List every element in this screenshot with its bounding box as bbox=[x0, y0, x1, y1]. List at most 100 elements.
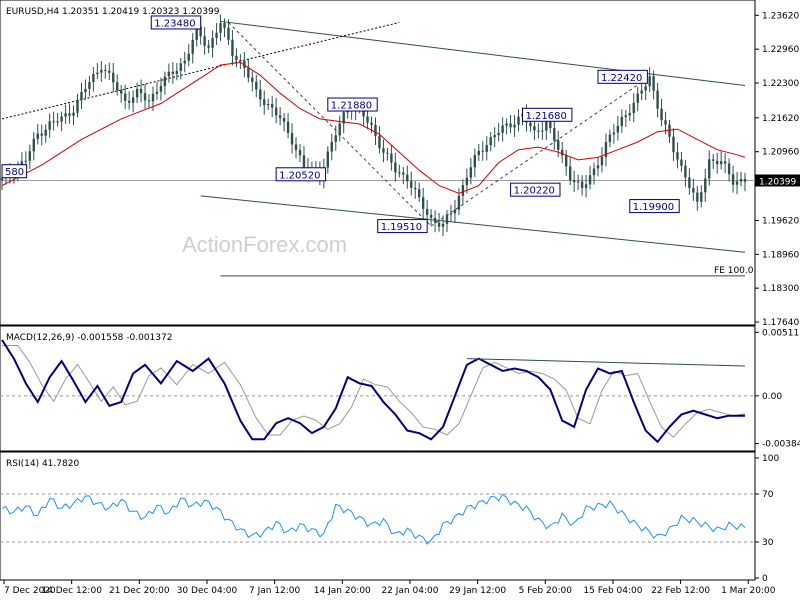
candle-body bbox=[211, 37, 214, 48]
price-label-box bbox=[327, 97, 378, 112]
candle-body bbox=[342, 112, 345, 124]
candle-body bbox=[612, 132, 616, 135]
candle-body bbox=[684, 165, 687, 178]
candle-body bbox=[56, 121, 59, 123]
candle-body bbox=[620, 117, 624, 126]
macd-panel: MACD(12,26,9) -0.001558 -0.001372 bbox=[0, 325, 756, 452]
candle bbox=[719, 151, 723, 170]
candle-body bbox=[545, 121, 548, 131]
candle bbox=[64, 104, 67, 124]
candle-body bbox=[469, 167, 473, 178]
price-label-box bbox=[1, 164, 28, 179]
price-tick-label: 1.21620 bbox=[762, 114, 799, 124]
candle bbox=[52, 111, 55, 131]
candle bbox=[485, 136, 488, 161]
candle-body bbox=[493, 135, 496, 138]
candle bbox=[565, 149, 568, 176]
candle bbox=[96, 62, 99, 79]
candle bbox=[457, 188, 461, 216]
candle bbox=[473, 148, 477, 178]
price-tick-label: 1.19620 bbox=[762, 216, 799, 226]
candle-body bbox=[708, 159, 711, 179]
candle-body bbox=[421, 197, 425, 209]
time-tick-label: 15 Feb 04:00 bbox=[583, 586, 642, 596]
candle bbox=[417, 182, 421, 202]
macd-tick-label: -0.003846 bbox=[762, 440, 800, 450]
candle-body bbox=[723, 161, 727, 164]
candle bbox=[704, 168, 707, 202]
candle-body bbox=[187, 53, 190, 61]
time-tick-label: 22 Feb 12:00 bbox=[651, 586, 710, 596]
candle bbox=[620, 109, 624, 133]
candle bbox=[84, 79, 87, 100]
price-label-text: 1.19510 bbox=[381, 222, 422, 233]
candle-body bbox=[123, 93, 127, 101]
candle bbox=[290, 123, 294, 154]
ma-path bbox=[1, 61, 746, 194]
price-point-label: 1.21680 bbox=[521, 107, 573, 122]
candle bbox=[171, 62, 175, 84]
candle bbox=[135, 82, 139, 104]
candle-body bbox=[36, 133, 39, 139]
candle bbox=[167, 63, 171, 83]
candle bbox=[660, 98, 663, 127]
candle bbox=[382, 139, 385, 163]
candle-body bbox=[704, 178, 707, 193]
candle bbox=[477, 143, 480, 161]
candle-body bbox=[64, 113, 67, 117]
price-point-label: 1.21880 bbox=[327, 97, 378, 112]
candle-body bbox=[28, 151, 32, 161]
candle-body bbox=[282, 118, 286, 122]
candle-body bbox=[48, 121, 51, 130]
candle bbox=[278, 107, 282, 126]
fe-label: FE 100.0 bbox=[714, 266, 754, 276]
candle bbox=[493, 127, 496, 147]
candle-body bbox=[0, 178, 4, 181]
watermark: ActionForex.com bbox=[182, 232, 347, 257]
candle-body bbox=[131, 97, 135, 103]
candle-body bbox=[219, 23, 222, 33]
candle-body bbox=[88, 82, 91, 89]
candle bbox=[501, 117, 504, 142]
candle-body bbox=[44, 129, 47, 136]
price-point-label: 1.20520 bbox=[275, 167, 327, 182]
candle bbox=[68, 103, 71, 124]
candle bbox=[80, 82, 83, 110]
candle-body bbox=[84, 88, 87, 92]
macd-tick-label: 0.005113 bbox=[762, 328, 800, 338]
candle-body bbox=[382, 148, 385, 153]
candle-body bbox=[231, 39, 234, 56]
candle-body bbox=[278, 115, 282, 119]
candle-body bbox=[696, 192, 699, 202]
candle bbox=[429, 209, 433, 226]
candle bbox=[139, 79, 143, 103]
candle bbox=[282, 113, 286, 132]
candle-body bbox=[398, 172, 401, 174]
candle bbox=[453, 199, 457, 223]
candle bbox=[517, 109, 520, 132]
time-tick-label: 1 Mar 20:00 bbox=[721, 586, 776, 596]
rsi-tick-label: 70 bbox=[762, 490, 774, 500]
candle bbox=[76, 93, 79, 118]
candle-body bbox=[445, 214, 449, 224]
candle-body bbox=[743, 178, 747, 182]
candle-body bbox=[604, 142, 608, 157]
candle-body bbox=[235, 55, 238, 61]
candle bbox=[572, 170, 576, 192]
candle bbox=[425, 199, 429, 223]
candle-body bbox=[727, 163, 731, 175]
candle-body bbox=[104, 69, 107, 71]
candle bbox=[509, 114, 512, 134]
candle-body bbox=[326, 151, 330, 168]
candle bbox=[688, 168, 691, 195]
time-tick-label: 7 Jan 12:00 bbox=[249, 586, 301, 596]
candle-body bbox=[330, 141, 333, 152]
candle-body bbox=[227, 27, 230, 40]
candle bbox=[406, 165, 409, 189]
candle-body bbox=[672, 136, 675, 153]
candle-body bbox=[676, 152, 679, 160]
candle-body bbox=[680, 159, 683, 166]
candle bbox=[533, 119, 536, 141]
candle-body bbox=[731, 174, 735, 185]
